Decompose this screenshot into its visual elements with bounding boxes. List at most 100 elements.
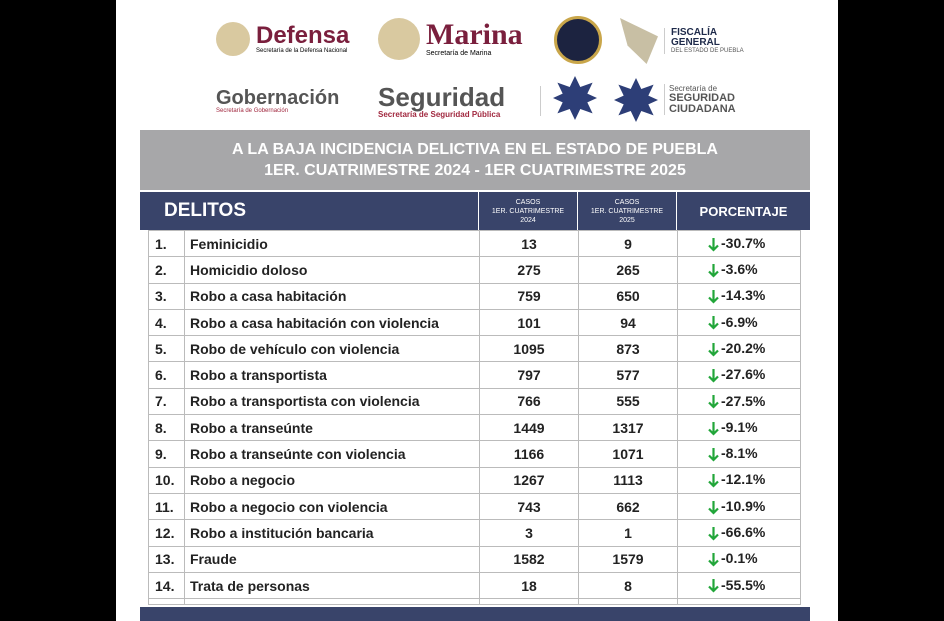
cases-2025: 662 [578,492,678,521]
fiscalia-emblem-icon [620,18,658,64]
percentage: -30.7% [721,234,766,251]
coat-of-arms-icon [378,18,420,60]
down-arrow-icon [708,290,719,304]
table-row: 7. Robo a transportista con violencia 766 5… [148,387,801,416]
crime-table: 1. Feminicidio 13 9 -30.7% 2. Homicidio doloso… [148,229,801,606]
crime-name: Robo a casa habitación con violencia [184,308,480,337]
row-number: 7. [148,387,185,416]
table-row: 9. Robo a transeúnte con violencia 1166 107… [148,440,801,468]
row-number: 6. [148,361,185,389]
down-arrow-icon [708,526,719,541]
down-arrow-icon [708,579,719,593]
crime-name: Robo a negocio [184,466,480,494]
cases-2025: 94 [578,308,678,337]
cases-2024: 759 [479,282,579,310]
table-row: 2. Homicidio doloso 275 265 -3.6% [148,256,801,284]
empty-cell [578,598,678,606]
logo-gobernacion: Gobernación Secretaría de Gobernación [216,88,339,115]
down-arrow-icon [708,500,719,515]
logo-seguridad-name: Seguridad [378,82,506,112]
row-number: 3. [148,282,185,310]
cases-2025: 1071 [578,440,678,468]
down-arrow-icon [708,263,719,278]
row-number: 10. [148,466,185,494]
cases-2025: 555 [578,387,678,416]
down-arrow-icon [708,447,719,462]
percentage: -9.1% [721,418,758,435]
navy-seal-icon [554,16,602,64]
footer-bar [140,607,810,621]
table-row: 4. Robo a casa habitación con violencia 10… [148,308,801,337]
logo-ssc: Secretaría de SEGURIDAD CIUDADANA [664,84,749,116]
cases-2024: 1582 [479,545,579,573]
infographic: Defensa Secretaría de la Defensa Nacional… [116,0,838,621]
header-period: 1ER. CUATRIMESTRE [590,207,664,215]
empty-cell [677,598,801,606]
percentage: -14.3% [721,287,766,304]
row-number: 2. [148,256,185,284]
table-row: 1. Feminicidio 13 9 -30.7% [148,229,801,258]
crime-name: Robo a transeúnte con violencia [184,440,480,468]
table-row: 12. Robo a institución bancaria 3 1 -66.6% [148,519,801,547]
header-casos: CASOS [614,198,640,206]
percentage-cell: -0.1% [677,545,801,573]
percentage-cell: -20.2% [677,335,801,363]
percentage: -10.9% [721,497,766,514]
cases-2024: 1267 [479,466,579,494]
cases-2025: 650 [578,282,678,310]
table-row: 10. Robo a negocio 1267 1113 -12.1% [148,466,801,494]
row-number: 12. [148,519,185,547]
percentage: -3.6% [721,261,758,278]
percentage: -6.9% [721,313,758,330]
table-header: DELITOS CASOS 1ER. CUATRIMESTRE 2024 CASOS… [140,192,810,230]
cases-2024: 743 [479,492,579,521]
down-arrow-icon [708,553,719,567]
cases-2024: 1449 [479,414,579,442]
empty-row [148,598,801,606]
down-arrow-icon [708,316,719,330]
cases-2025: 9 [578,229,678,258]
logo-fiscalia: FISCALÍA GENERAL DEL ESTADO DE PUEBLA [620,18,744,64]
crime-name: Robo de vehículo con violencia [184,335,480,363]
cases-2025: 265 [578,256,678,284]
crime-name: Fraude [184,545,480,573]
percentage: -27.5% [721,392,766,409]
percentage-cell: -8.1% [677,440,801,468]
empty-cell [148,598,185,606]
empty-cell [479,598,579,606]
crime-name: Robo a transportista [184,361,480,389]
table-row: 13. Fraude 1582 1579 -0.1% [148,545,801,573]
cases-2024: 1095 [479,335,579,363]
cases-2024: 1166 [479,440,579,468]
header-period: 1ER. CUATRIMESTRE [491,207,565,215]
logo-ssc-pre: Secretaría de [669,84,718,93]
police-star-icon [614,78,658,122]
header-year: 2025 [619,216,635,224]
down-arrow-icon [708,395,719,409]
divider [540,86,541,116]
title-banner: A LA BAJA INCIDENCIA DELICTIVA EN EL EST… [140,130,810,190]
logo-ssc-name: SEGURIDAD CIUDADANA [669,92,736,116]
percentage: -12.1% [721,471,766,488]
down-arrow-icon [708,474,719,488]
cases-2025: 1317 [578,414,678,442]
row-number: 1. [148,229,185,258]
percentage: -27.6% [721,366,766,383]
row-number: 14. [148,571,185,600]
logo-gobernacion-sub: Secretaría de Gobernación [216,108,289,114]
header-casos-2024: CASOS 1ER. CUATRIMESTRE 2024 [478,192,577,230]
header-casos: CASOS [515,198,541,206]
logo-defensa-name: Defensa [256,21,350,49]
logo-marina-sub: Secretaría de Marina [426,49,492,57]
percentage-cell: -27.5% [677,387,801,416]
cases-2025: 1113 [578,466,678,494]
header-delitos: DELITOS [164,200,246,221]
cases-2024: 13 [479,229,579,258]
row-number: 13. [148,545,185,573]
row-number: 5. [148,335,185,363]
percentage: -8.1% [721,445,758,462]
row-number: 9. [148,440,185,468]
cases-2024: 766 [479,387,579,416]
logo-fiscalia-sub: DEL ESTADO DE PUEBLA [671,47,744,54]
title-line-2: 1ER. CUATRIMESTRE 2024 - 1ER CUATRIMESTR… [264,162,686,179]
